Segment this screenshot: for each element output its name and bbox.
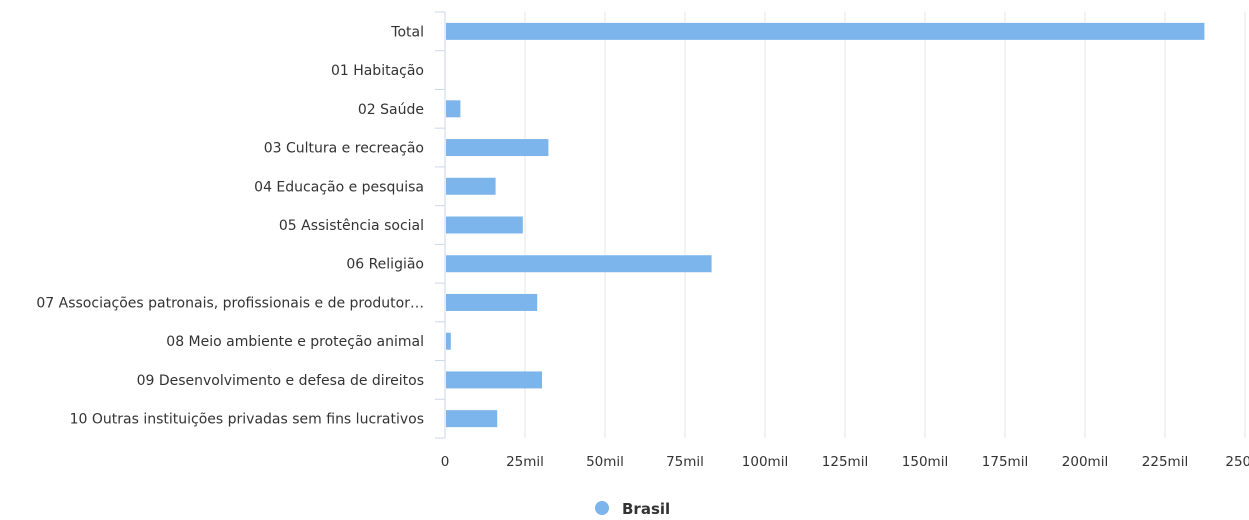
bar[interactable] [446,371,542,389]
category-label: 02 Saúde [358,102,424,118]
x-tick-label: 100mil [742,454,788,470]
bar[interactable] [446,332,451,350]
category-label: 04 Educação e pesquisa [254,179,424,195]
bar[interactable] [446,177,496,195]
bars [446,22,1205,428]
category-label: 07 Associações patronais, profissionais … [36,295,424,311]
grid-lines [524,12,1246,438]
category-label: 06 Religião [346,257,424,273]
bar[interactable] [446,139,549,157]
legend[interactable]: Brasil [595,500,670,518]
category-label: 10 Outras instituições privadas sem fins… [70,412,424,428]
bar[interactable] [446,100,461,118]
bar[interactable] [446,410,498,428]
x-tick-label: 225mil [1142,454,1188,470]
x-tick-label: 75mil [666,454,704,470]
bar[interactable] [446,216,523,234]
x-tick-label: 25mil [506,454,544,470]
legend-label-brasil[interactable]: Brasil [622,500,670,518]
x-tick-label: 125mil [822,454,868,470]
y-axis [435,11,446,439]
category-labels: Total 01 Habitação 02 Saúde 03 Cultura e re… [36,24,424,427]
bar[interactable] [446,293,538,311]
x-tick-label: 150mil [902,454,948,470]
category-label: 09 Desenvolvimento e defesa de direitos [137,373,424,389]
category-label: 08 Meio ambiente e proteção animal [166,334,424,350]
legend-marker-brasil[interactable] [595,501,609,515]
x-tick-label: 0 [441,454,450,470]
bar[interactable] [446,255,712,273]
category-label: 05 Assistência social [279,218,424,234]
category-label: 03 Cultura e recreação [264,141,424,157]
x-tick-label: 175mil [982,454,1028,470]
x-axis-tick-labels: 0 25mil 50mil 75mil 100mil 125mil 150mil 175mil… [441,454,1249,470]
category-label: 01 Habitação [331,63,424,79]
x-tick-label: 250… [1225,454,1249,470]
bar[interactable] [446,22,1205,40]
x-tick-label: 200mil [1062,454,1108,470]
x-tick-label: 50mil [586,454,624,470]
category-label: Total [390,24,424,40]
